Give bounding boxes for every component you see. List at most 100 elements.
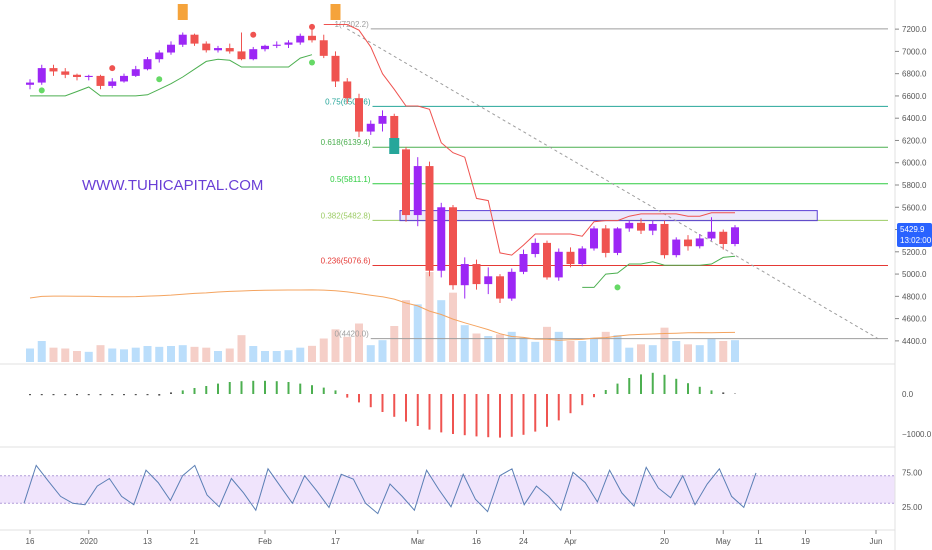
time-tick-label: 13 [143,537,152,546]
volume-bar [178,345,187,362]
candle-body [390,115,399,150]
volume-bar [261,351,269,362]
volume-bar [284,350,293,362]
fib-retracement: 1(7202.2) 0.75(6506.6) 0.618(6139.4) 0.5(58… [321,20,888,340]
trend-line [346,28,879,340]
candle-body [131,69,140,76]
resistance-zone [399,210,818,222]
price-tick-label: 4600.0 [902,315,927,324]
volume-bar [460,325,469,362]
candle-body [84,75,93,78]
candle-body [308,35,316,41]
volume-bar [543,326,551,362]
candles [26,28,739,304]
candle-body [519,254,528,272]
price-badge-countdown: 13:02:00 [900,236,932,245]
volume-bar [519,337,528,362]
candle-body [425,166,434,271]
time-tick-label: 16 [26,537,35,546]
oscillator-pane: 0.0 −1000.0 [29,372,932,439]
candle-body [648,223,657,231]
trailing-stop-line [323,24,735,256]
volume-bar [272,351,281,362]
volume-bar [355,323,363,362]
volume-bar [684,344,692,362]
volume-bar [96,345,105,362]
candle-body [26,82,34,85]
time-tick-label: 11 [754,537,763,546]
time-tick-label: 17 [331,537,340,546]
volume-bar [37,341,46,362]
time-tick-label: 21 [190,537,199,546]
volume-bar [613,335,622,362]
candle-body [214,48,222,51]
candle-body [437,207,446,271]
trail-dot [250,31,257,38]
candle-body [296,35,305,43]
candle-body [120,75,128,82]
volume-bar [366,345,375,362]
volume-bar [308,345,316,362]
volume-bar [449,292,457,362]
volume-bar [660,327,669,362]
time-tick-label: 24 [519,537,528,546]
supertrend-dot [614,284,621,291]
supertrend-line [30,54,313,97]
price-tick-label: 6000.0 [902,159,927,168]
fib-label: 0(4420.0) [335,330,370,339]
volume-bar [507,331,516,362]
candle-body [331,55,340,82]
volume-bar [531,341,540,362]
volume-bar [84,351,93,362]
candle-body [660,223,669,256]
supertrend-dot [38,87,45,94]
price-tick-label: 5200.0 [902,248,927,257]
volume-bar [707,338,716,362]
candle-body [719,231,728,245]
candle-body [601,228,610,253]
volume-bar [214,351,222,362]
price-tick-label: 6200.0 [902,136,927,145]
volume-bar [120,349,128,362]
supertrend-dot [156,76,163,83]
price-badge-value: 5429.9 [900,225,925,234]
candle-body [507,271,516,299]
time-tick-label: 20 [660,537,669,546]
candle-body [143,59,152,70]
rsi-pane: 75.00 25.00 [0,464,923,515]
candle-body [578,248,587,265]
price-tick-label: 6800.0 [902,70,927,79]
volume-bar [625,347,634,362]
volume-bar [26,348,34,362]
volume-bar [484,336,493,362]
swing-high-marker [309,23,315,30]
price-tick-label: 5000.0 [902,270,927,279]
fib-label: 0.236(5076.6) [321,257,371,266]
candle-body [225,48,234,52]
volume-bar [648,345,657,362]
candle-body [178,34,187,45]
candle-body [472,264,481,285]
candle-body [261,45,269,50]
candle-body [237,51,246,60]
volume-bar [237,335,246,362]
signal-tag [330,4,341,20]
volume-bar [378,340,387,362]
volume-bar [425,272,434,362]
price-tick-label: 7200.0 [902,25,927,34]
volume-bar [637,344,645,362]
volume-bar [402,300,410,362]
trail-dot [109,65,116,72]
volume-bar [578,341,587,362]
candle-body [496,276,504,299]
price-tick-label: 4400.0 [902,337,927,346]
candle-body [49,68,58,72]
candle-body [484,276,493,285]
volume-bar [202,347,211,362]
volume-bar [413,304,422,362]
volume-bar [672,341,681,362]
fib-label: 0.618(6139.4) [321,138,371,147]
volume-bar [390,326,399,362]
